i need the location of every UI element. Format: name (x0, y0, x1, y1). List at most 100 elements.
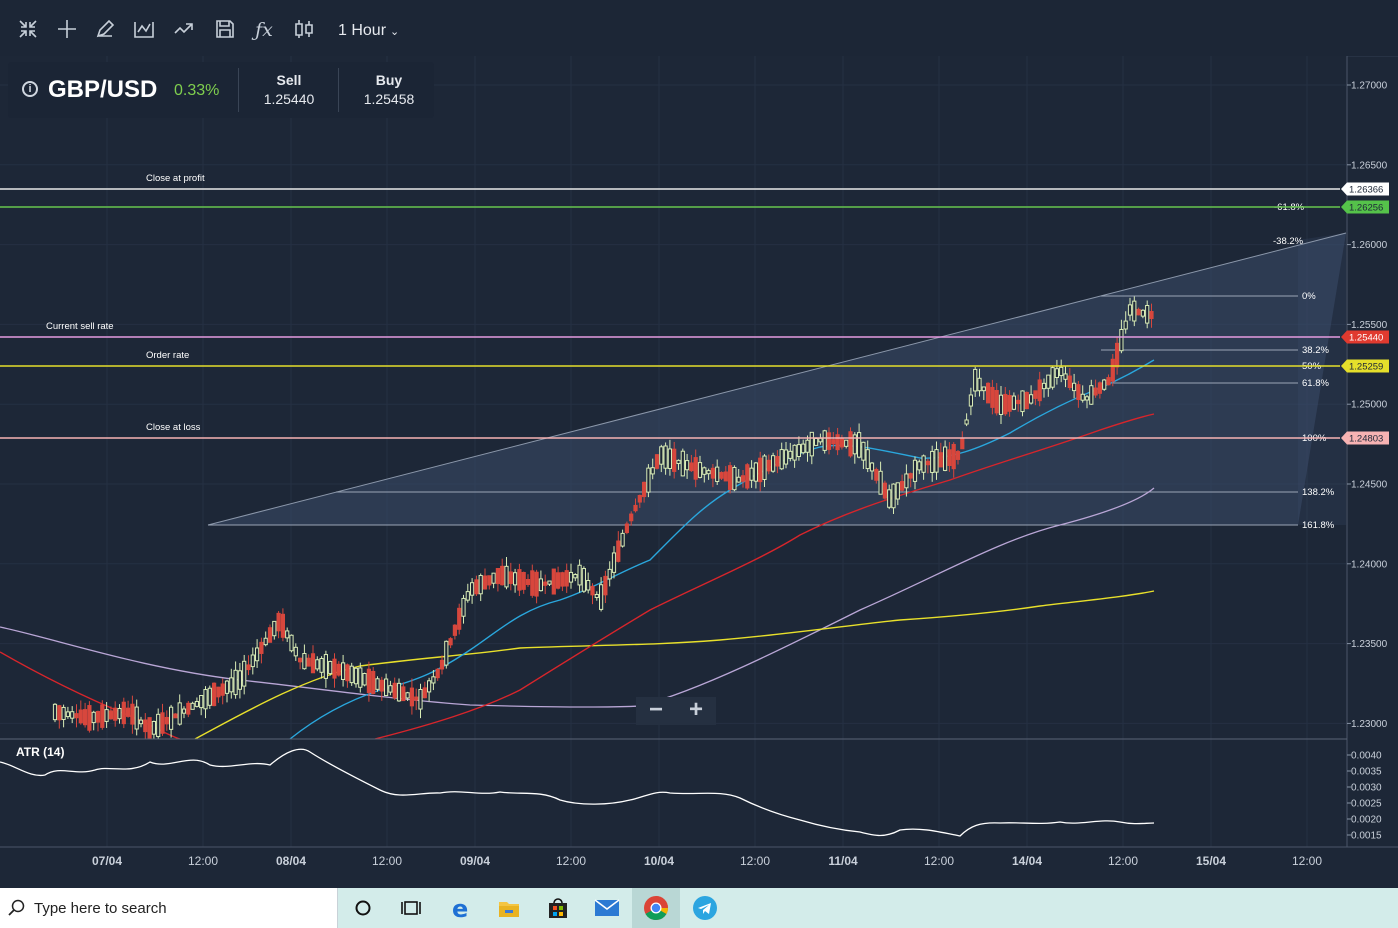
divider (338, 68, 339, 112)
time-tick-label: 12:00 (372, 854, 402, 868)
candle-body (474, 579, 479, 595)
candle-body (826, 432, 832, 450)
candle-body (814, 437, 819, 446)
trend-line-icon[interactable] (172, 18, 196, 42)
candle-body (418, 688, 423, 710)
candle-body (525, 579, 531, 585)
candle-body (1136, 308, 1141, 316)
fibonacci-level-label: 161.8% (1302, 520, 1335, 531)
candles-icon[interactable] (292, 18, 316, 42)
candle-body (990, 386, 995, 408)
candle-body (345, 664, 350, 682)
candle-body (138, 719, 144, 725)
candle-body (328, 661, 333, 675)
candle-body (642, 481, 647, 498)
price-badge-label: 1.25259 (1349, 362, 1383, 373)
candle-body (994, 390, 999, 414)
file-explorer-icon[interactable] (485, 888, 533, 928)
candle-body (220, 683, 225, 696)
candle-body (715, 466, 720, 482)
candle-body (955, 451, 961, 460)
candle-body (551, 568, 556, 595)
candle-body (134, 706, 139, 730)
task-view-icon[interactable] (387, 888, 435, 928)
candle-body (706, 470, 711, 475)
candle-body (560, 572, 565, 587)
candle-body (358, 667, 363, 688)
store-icon[interactable] (534, 888, 582, 928)
candle-body (478, 575, 483, 595)
order-line-label: Current sell rate (46, 321, 114, 332)
candle-body (444, 640, 449, 666)
candle-body (1020, 390, 1025, 413)
mail-icon[interactable] (583, 888, 631, 928)
function-icon[interactable]: ƒx (255, 19, 273, 41)
chart-area[interactable]: -61.8% -38.2% 0% 38.2% 50% 61.8% 100% 138.2% 161… (0, 56, 1398, 888)
atr-indicator-label: ATR (14) (16, 745, 64, 759)
candle-body (917, 461, 922, 471)
candle-body (702, 467, 707, 475)
pencil-icon[interactable] (93, 18, 117, 42)
candle-body (590, 585, 595, 596)
chart-type-icon[interactable] (132, 18, 156, 42)
candle-body (663, 445, 668, 469)
fibonacci-level-label: -38.2% (1273, 236, 1304, 247)
candle-body (396, 682, 402, 702)
price-badge (1341, 359, 1389, 373)
candle-body (108, 710, 114, 720)
candle-body (1067, 375, 1072, 388)
candle-body (680, 450, 685, 477)
collapse-icon[interactable] (16, 18, 40, 42)
candle-body (620, 532, 625, 547)
candle-body (543, 581, 548, 586)
candle-body (517, 569, 522, 591)
zoom-out-button[interactable]: − (636, 697, 676, 725)
candle-body (775, 456, 780, 467)
cortana-icon[interactable] (339, 888, 387, 928)
telegram-icon[interactable] (681, 888, 729, 928)
atr-tick-label: 0.0015 (1351, 831, 1382, 842)
candle-body (697, 462, 703, 478)
candle-body (298, 657, 303, 663)
save-icon[interactable] (213, 18, 237, 42)
candle-body (147, 717, 152, 740)
candle-body (104, 709, 109, 722)
edge-icon[interactable]: e (437, 888, 485, 928)
candle-body (100, 704, 105, 728)
buy-value[interactable]: 1.25458 (363, 91, 415, 107)
candle-body (921, 455, 926, 473)
candle-body (315, 659, 320, 670)
candle-body (908, 473, 913, 479)
candle-body (319, 657, 324, 673)
candle-body (951, 443, 956, 470)
candle-body (302, 653, 307, 670)
candle-body (973, 368, 978, 392)
candle-body (1063, 373, 1068, 380)
candle-body (654, 454, 660, 469)
info-icon[interactable]: i (22, 81, 38, 97)
candle-body (925, 460, 930, 466)
sell-value[interactable]: 1.25440 (263, 91, 315, 107)
candle-body (246, 664, 251, 671)
candle-body (1041, 382, 1047, 390)
taskbar-search[interactable]: Type here to search (0, 888, 338, 928)
candle-body (255, 647, 260, 662)
crosshair-icon[interactable] (55, 18, 79, 42)
interval-selector[interactable]: 1 Hour ⌄ (338, 22, 399, 40)
candle-body (362, 672, 367, 686)
chrome-icon[interactable] (632, 888, 680, 928)
candle-body (1007, 395, 1012, 412)
candle-body (126, 707, 131, 717)
price-tick-label: 1.24500 (1351, 480, 1388, 491)
symbol-label: GBP/USD (48, 76, 158, 103)
fibonacci-zone (1298, 233, 1346, 525)
price-tick-label: 1.24000 (1351, 559, 1388, 570)
price-tick-label: 1.26500 (1351, 160, 1388, 171)
candle-body (1024, 391, 1029, 410)
candle-body (938, 452, 943, 468)
candle-body (181, 708, 187, 714)
time-tick-label: 12:00 (924, 854, 954, 868)
price-chart[interactable]: -61.8%-38.2%0%38.2%50%61.8%100%138.2%161… (0, 56, 1398, 888)
candle-body (117, 708, 122, 720)
zoom-in-button[interactable]: + (676, 697, 716, 725)
